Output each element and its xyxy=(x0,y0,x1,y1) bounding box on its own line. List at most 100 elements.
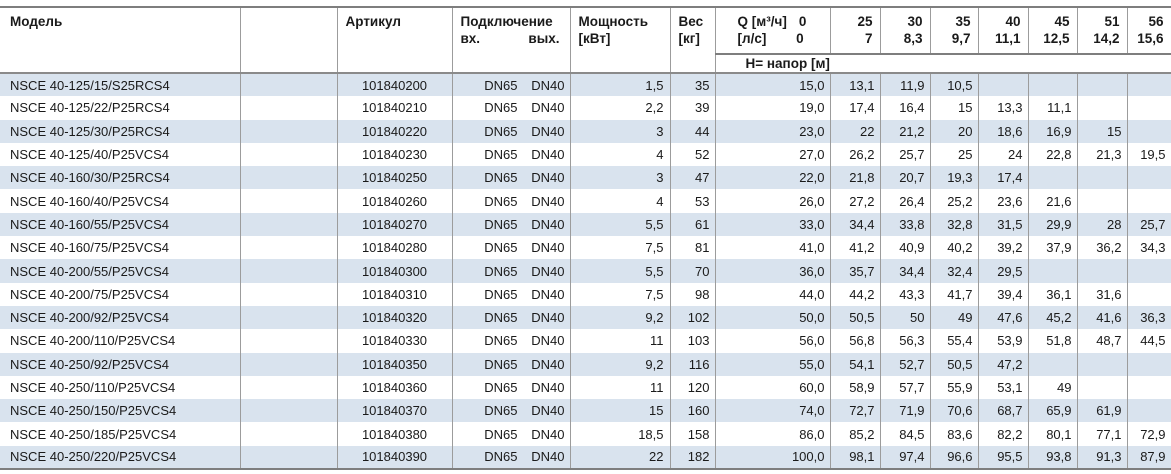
head-value-cell: 93,8 xyxy=(1028,445,1078,470)
model-cell: NSCE 40-160/75/P25VCS4 xyxy=(0,236,241,260)
power-cell: 22 xyxy=(570,445,671,470)
table-row: NSCE 40-250/110/P25VCS4 101840360 DN65 DN40… xyxy=(0,375,1171,400)
head-value-cell: 34,4 xyxy=(830,212,881,237)
head-value-cell: 44,0 xyxy=(715,282,831,306)
head-value-cell: 48,7 xyxy=(1077,329,1128,353)
model-cell: NSCE 40-160/55/P25VCS4 xyxy=(0,212,241,237)
head-value-cell: 32,8 xyxy=(930,212,979,237)
head-value-cell: 97,4 xyxy=(880,445,931,470)
connection-inlet-label: вх. xyxy=(460,31,481,46)
head-value-cell: 41,6 xyxy=(1077,305,1128,330)
col-header-weight: Вес [кг] xyxy=(670,7,716,74)
power-cell: 4 xyxy=(570,189,671,213)
head-value-cell: 39,4 xyxy=(978,282,1029,306)
connection-outlet-value: DN40 xyxy=(531,449,565,465)
article-cell: 101840350 xyxy=(337,352,453,376)
power-cell: 11 xyxy=(570,375,671,400)
connection-inlet-value: DN65 xyxy=(484,240,518,256)
head-value-cell: 74,0 xyxy=(715,399,831,423)
weight-cell: 61 xyxy=(670,212,716,237)
connection-cell: DN65 DN40 xyxy=(452,282,571,306)
head-value-cell: 25 xyxy=(930,142,979,167)
head-value-cell: 23,0 xyxy=(715,119,831,143)
table-row: NSCE 40-160/40/P25VCS4 101840260 DN65 DN40 4… xyxy=(0,189,1171,213)
power-cell: 1,5 xyxy=(570,73,671,97)
article-cell: 101840250 xyxy=(337,166,453,190)
power-cell: 7,5 xyxy=(570,236,671,260)
connection-outlet-value: DN40 xyxy=(531,193,565,209)
head-value-cell: 49 xyxy=(1028,375,1078,400)
connection-cell: DN65 DN40 xyxy=(452,236,571,260)
model-cell: NSCE 40-125/40/P25VCS4 xyxy=(0,142,241,167)
weight-cell: 52 xyxy=(670,142,716,167)
head-value-cell xyxy=(1127,96,1171,120)
head-value-cell: 95,5 xyxy=(978,445,1029,470)
head-value-cell: 87,9 xyxy=(1127,445,1171,470)
flow-ls-value: 11,1 xyxy=(994,31,1021,46)
head-value-cell: 55,9 xyxy=(930,375,979,400)
head-value-cell: 44,5 xyxy=(1127,329,1171,353)
connection-label: Подключение xyxy=(460,14,553,29)
model-cell: NSCE 40-160/40/P25VCS4 xyxy=(0,189,241,213)
connection-outlet-value: DN40 xyxy=(531,333,565,349)
table-row: NSCE 40-250/185/P25VCS4 101840380 DN65 DN40… xyxy=(0,422,1171,446)
head-value-cell: 16,9 xyxy=(1028,119,1078,143)
head-value-cell: 56,0 xyxy=(715,329,831,353)
connection-outlet-value: DN40 xyxy=(531,216,565,232)
table-row: NSCE 40-200/92/P25VCS4 101840320 DN65 DN40 9… xyxy=(0,305,1171,330)
spacer-cell xyxy=(240,282,338,306)
connection-cell: DN65 DN40 xyxy=(452,166,571,190)
head-value-cell: 91,3 xyxy=(1077,445,1128,470)
power-cell: 2,2 xyxy=(570,96,671,120)
connection-cell: DN65 DN40 xyxy=(452,96,571,120)
head-value-cell: 72,9 xyxy=(1127,422,1171,446)
head-value-cell: 55,4 xyxy=(930,329,979,353)
table-row: NSCE 40-125/30/P25RCS4 101840220 DN65 DN40 3… xyxy=(0,119,1171,143)
table-row: NSCE 40-160/75/P25VCS4 101840280 DN65 DN40 7… xyxy=(0,236,1171,260)
connection-outlet-value: DN40 xyxy=(531,356,565,372)
head-value-cell: 56,3 xyxy=(880,329,931,353)
connection-inlet-value: DN65 xyxy=(484,147,518,163)
head-value-cell: 41,2 xyxy=(830,236,881,260)
head-value-cell: 25,7 xyxy=(1127,212,1171,237)
head-value-cell: 100,0 xyxy=(715,445,831,470)
connection-cell: DN65 DN40 xyxy=(452,399,571,423)
flow-m3h-value: 25 xyxy=(857,14,873,29)
head-row-label: Н= напор [м] xyxy=(715,53,1171,74)
head-value-cell: 96,6 xyxy=(930,445,979,470)
head-value-cell xyxy=(1077,352,1128,376)
col-header-power: Мощность [кВт] xyxy=(570,7,671,74)
head-value-cell: 32,4 xyxy=(930,259,979,283)
head-value-cell: 52,7 xyxy=(880,352,931,376)
head-value-cell: 50 xyxy=(880,305,931,330)
col-header-flow: 40 11,1 xyxy=(978,7,1029,55)
weight-label: Вес xyxy=(678,14,704,29)
head-value-cell: 31,5 xyxy=(978,212,1029,237)
head-value-cell xyxy=(1077,259,1128,283)
head-value-cell: 20,7 xyxy=(880,166,931,190)
article-cell: 101840360 xyxy=(337,375,453,400)
col-header-flow: 56 15,6 xyxy=(1127,7,1171,55)
power-cell: 9,2 xyxy=(570,305,671,330)
head-value-cell: 39,2 xyxy=(978,236,1029,260)
head-value-cell: 84,5 xyxy=(880,422,931,446)
flow-ls-value: 8,3 xyxy=(903,31,923,46)
connection-inlet-value: DN65 xyxy=(484,426,518,442)
power-cell: 11 xyxy=(570,329,671,353)
head-value-cell: 53,1 xyxy=(978,375,1029,400)
table-row: NSCE 40-160/55/P25VCS4 101840270 DN65 DN40 5… xyxy=(0,212,1171,237)
spacer-cell xyxy=(240,375,338,400)
connection-cell: DN65 DN40 xyxy=(452,73,571,97)
head-value-cell xyxy=(978,73,1029,97)
power-cell: 18,5 xyxy=(570,422,671,446)
head-value-cell: 60,0 xyxy=(715,375,831,400)
article-cell: 101840270 xyxy=(337,212,453,237)
head-value-cell: 31,6 xyxy=(1077,282,1128,306)
head-value-cell: 50,5 xyxy=(930,352,979,376)
table-row: NSCE 40-250/220/P25VCS4 101840390 DN65 DN40… xyxy=(0,445,1171,470)
table-header: Модель Артикул Подключение вх. вых. Мощн… xyxy=(0,7,1171,74)
col-header-flow: 25 7 xyxy=(830,7,881,55)
head-value-cell: 34,3 xyxy=(1127,236,1171,260)
spacer-cell xyxy=(240,236,338,260)
connection-outlet-value: DN40 xyxy=(531,240,565,256)
